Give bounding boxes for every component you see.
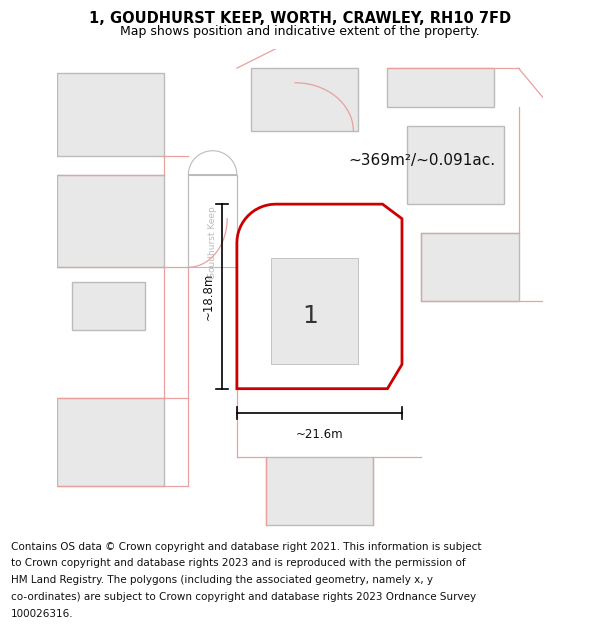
Text: to Crown copyright and database rights 2023 and is reproduced with the permissio: to Crown copyright and database rights 2… [11,558,466,568]
Text: ~18.8m: ~18.8m [202,272,215,320]
Polygon shape [266,457,373,524]
Text: co-ordinates) are subject to Crown copyright and database rights 2023 Ordnance S: co-ordinates) are subject to Crown copyr… [11,592,476,602]
Text: HM Land Registry. The polygons (including the associated geometry, namely x, y: HM Land Registry. The polygons (includin… [11,575,433,585]
Polygon shape [57,73,164,156]
Polygon shape [407,126,504,204]
Text: 100026316.: 100026316. [11,609,73,619]
Polygon shape [421,233,518,301]
Polygon shape [388,68,494,107]
Polygon shape [271,258,358,364]
Polygon shape [188,175,237,268]
Text: Contains OS data © Crown copyright and database right 2021. This information is : Contains OS data © Crown copyright and d… [11,542,481,552]
Text: 1: 1 [302,304,317,328]
Polygon shape [251,68,358,131]
Polygon shape [72,282,145,331]
Text: ~21.6m: ~21.6m [296,428,343,441]
Polygon shape [57,398,164,486]
Text: Map shows position and indicative extent of the property.: Map shows position and indicative extent… [120,25,480,38]
Text: Goudhurst Keep: Goudhurst Keep [208,207,217,279]
Text: ~369m²/~0.091ac.: ~369m²/~0.091ac. [349,153,496,168]
Polygon shape [57,175,164,268]
Polygon shape [188,151,237,175]
Text: 1, GOUDHURST KEEP, WORTH, CRAWLEY, RH10 7FD: 1, GOUDHURST KEEP, WORTH, CRAWLEY, RH10 … [89,11,511,26]
